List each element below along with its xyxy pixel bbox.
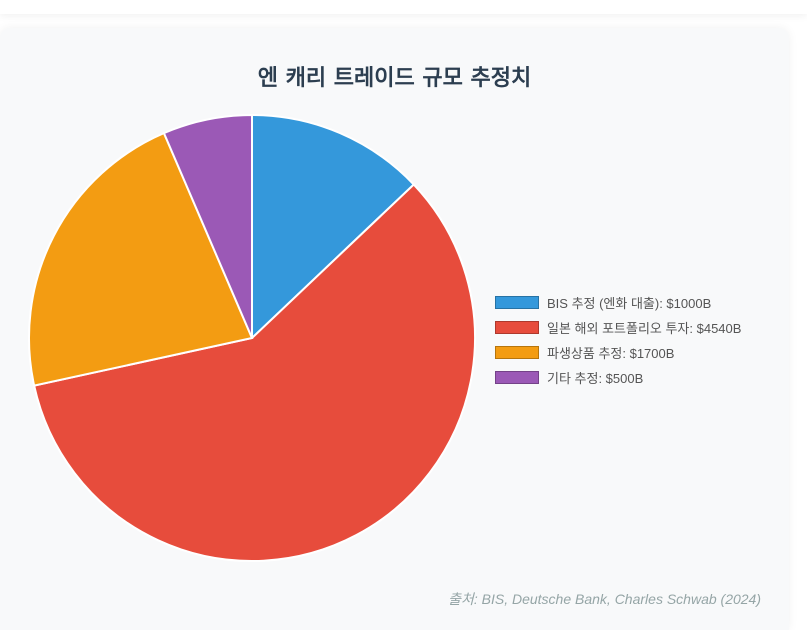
pie-slice-4[interactable] bbox=[162, 113, 253, 339]
chart-title: 엔 캐리 트레이드 규모 추정치 bbox=[257, 66, 532, 91]
legend-label: BIS 추정 (엔화 대출): $1000B bbox=[547, 296, 712, 311]
legend-label: 일본 해외 포트폴리오 투자: $4540B bbox=[547, 321, 742, 336]
pie-slice-3[interactable] bbox=[28, 131, 254, 387]
legend-swatch bbox=[495, 321, 539, 334]
pie-slice-1[interactable] bbox=[251, 113, 416, 341]
legend-item-2[interactable]: 일본 해외 포트폴리오 투자: $4540B bbox=[495, 315, 741, 340]
top-strip bbox=[0, 0, 807, 14]
legend-swatch bbox=[495, 346, 539, 359]
legend-label: 기타 추정: $500B bbox=[547, 371, 644, 386]
legend-item-4[interactable]: 기타 추정: $500B bbox=[495, 365, 741, 390]
legend-label: 파생상품 추정: $1700B bbox=[547, 346, 675, 361]
legend-swatch bbox=[495, 296, 539, 309]
chart-legend: BIS 추정 (엔화 대출): $1000B 일본 해외 포트폴리오 투자: $4… bbox=[495, 290, 741, 390]
legend-swatch bbox=[495, 371, 539, 384]
legend-item-3[interactable]: 파생상품 추정: $1700B bbox=[495, 340, 741, 365]
pie-chart bbox=[28, 113, 476, 562]
source-note: 출처: BIS, Deutsche Bank, Charles Schwab (… bbox=[448, 591, 761, 607]
legend-item-1[interactable]: BIS 추정 (엔화 대출): $1000B bbox=[495, 290, 741, 315]
pie-slice-2[interactable] bbox=[32, 183, 476, 562]
